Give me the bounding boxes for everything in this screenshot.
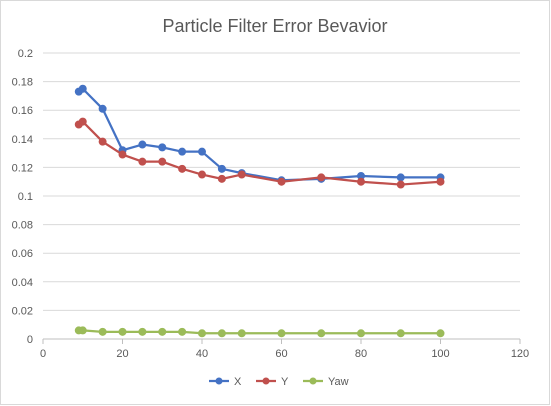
legend-label-yaw: Yaw bbox=[328, 376, 349, 388]
legend-item-x: X bbox=[209, 376, 242, 388]
data-point-yaw bbox=[436, 329, 445, 338]
y-tick-label: 0.18 bbox=[12, 77, 33, 89]
data-point-yaw bbox=[237, 329, 246, 338]
legend-label-y: Y bbox=[281, 376, 289, 388]
legend-item-yaw: Yaw bbox=[303, 376, 349, 388]
x-tick-label: 120 bbox=[511, 348, 529, 360]
data-point-y bbox=[317, 173, 326, 182]
data-point-y bbox=[217, 174, 226, 183]
y-tick-label: 0.1 bbox=[18, 191, 33, 203]
axes: 0 0.02 0.04 0.06 0.08 0.1 0.12 0.14 0.16 0.18 0.2 0… bbox=[12, 48, 530, 360]
data-point-y bbox=[436, 177, 445, 186]
y-tick-label: 0.12 bbox=[12, 162, 33, 174]
y-tick-label: 0.14 bbox=[12, 134, 33, 146]
data-point-x bbox=[138, 140, 147, 149]
series-yaw bbox=[74, 326, 445, 338]
legend-marker-x bbox=[215, 377, 223, 385]
y-tick-label: 0.02 bbox=[12, 305, 33, 317]
chart-title: Particle Filter Error Bevavior bbox=[162, 16, 387, 36]
series-y bbox=[74, 117, 445, 189]
x-tick-label: 100 bbox=[431, 348, 449, 360]
data-point-y bbox=[138, 157, 147, 166]
data-point-y bbox=[277, 177, 286, 186]
data-point-x bbox=[98, 104, 107, 113]
data-point-y bbox=[237, 170, 246, 179]
x-tick-label: 20 bbox=[116, 348, 128, 360]
data-point-y bbox=[98, 137, 107, 146]
gridlines bbox=[43, 52, 520, 311]
data-point-yaw bbox=[138, 327, 147, 336]
data-point-x bbox=[217, 164, 226, 173]
y-tick-label: 0.2 bbox=[18, 48, 33, 60]
data-point-x bbox=[178, 147, 187, 156]
legend: X Y Yaw bbox=[209, 376, 349, 388]
data-point-x bbox=[396, 173, 405, 182]
data-point-x bbox=[158, 143, 167, 152]
data-point-yaw bbox=[357, 329, 365, 338]
x-tick-label: 80 bbox=[355, 348, 367, 360]
data-point-y bbox=[198, 170, 206, 179]
data-point-yaw bbox=[158, 327, 167, 336]
data-point-y bbox=[118, 150, 127, 159]
data-point-yaw bbox=[277, 329, 286, 338]
y-tick-label: 0 bbox=[27, 334, 33, 346]
data-point-x bbox=[78, 84, 87, 93]
data-point-y bbox=[178, 164, 187, 173]
data-point-y bbox=[357, 177, 365, 186]
data-point-yaw bbox=[198, 329, 206, 338]
data-point-x bbox=[198, 147, 206, 156]
data-point-y bbox=[396, 180, 405, 189]
data-point-yaw bbox=[78, 326, 87, 335]
y-tick-label: 0.04 bbox=[12, 277, 33, 289]
data-point-y bbox=[158, 157, 167, 166]
y-tick-label: 0.06 bbox=[12, 248, 33, 260]
x-tick-label: 40 bbox=[196, 348, 208, 360]
legend-item-y: Y bbox=[256, 376, 289, 388]
legend-marker-y bbox=[262, 377, 270, 385]
data-point-yaw bbox=[98, 327, 107, 336]
data-point-yaw bbox=[118, 327, 127, 336]
data-point-yaw bbox=[178, 327, 187, 336]
data-point-yaw bbox=[317, 329, 326, 338]
data-point-yaw bbox=[217, 329, 226, 338]
y-tick-label: 0.08 bbox=[12, 220, 33, 232]
y-tick-label: 0.16 bbox=[12, 105, 33, 117]
series-group bbox=[74, 84, 445, 338]
data-point-y bbox=[78, 117, 87, 126]
x-tick-label: 60 bbox=[275, 348, 287, 360]
x-tick-label: 0 bbox=[40, 348, 46, 360]
legend-marker-yaw bbox=[309, 377, 317, 385]
legend-label-x: X bbox=[234, 376, 242, 388]
data-point-yaw bbox=[396, 329, 405, 338]
